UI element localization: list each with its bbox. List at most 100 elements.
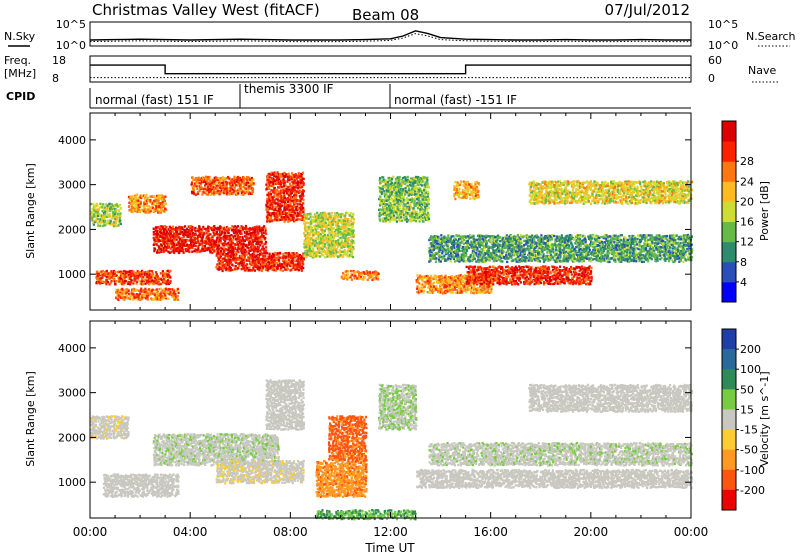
power-cell — [248, 269, 251, 272]
power-cell — [331, 243, 334, 247]
power-cell — [105, 222, 108, 225]
power-cell — [247, 181, 250, 184]
power-cell — [162, 205, 165, 208]
power-cell — [223, 247, 226, 250]
power-cell — [330, 254, 333, 258]
power-cell — [209, 179, 212, 182]
power-cell — [260, 264, 263, 268]
power-cell — [283, 196, 286, 200]
power-cell — [464, 274, 467, 277]
power-cell — [152, 201, 155, 205]
power-cell — [296, 187, 299, 190]
power-cell — [471, 270, 474, 273]
power-cell — [117, 205, 120, 208]
power-cell — [440, 282, 443, 286]
power-cell — [221, 261, 224, 264]
power-cell — [102, 280, 105, 283]
power-cell — [127, 292, 131, 296]
power-cell — [300, 257, 303, 260]
power-cell — [260, 262, 263, 266]
power-cell — [320, 241, 323, 244]
power-cell — [339, 250, 342, 254]
power-cell — [433, 289, 436, 293]
power-cell — [197, 245, 200, 248]
power-cell — [192, 243, 196, 246]
power-cell — [276, 175, 280, 179]
power-cell — [93, 207, 96, 210]
power-cell — [192, 188, 195, 191]
power-cell — [257, 241, 260, 245]
power-cell — [217, 177, 220, 180]
power-cell — [100, 281, 103, 284]
power-cell — [300, 194, 303, 197]
power-cell — [216, 191, 219, 195]
power-cell — [293, 211, 296, 215]
power-cell — [147, 204, 151, 208]
power-cell — [250, 243, 253, 246]
power-cell — [279, 252, 282, 255]
power-cell — [96, 210, 100, 213]
power-cell — [193, 236, 196, 240]
power-cell — [224, 240, 227, 243]
power-cell — [158, 251, 161, 254]
power-cell — [239, 230, 242, 233]
power-cell — [338, 249, 341, 252]
power-cell — [218, 238, 221, 241]
power-cell — [258, 268, 261, 272]
power-cell — [163, 202, 166, 206]
power-cell — [317, 251, 320, 255]
power-cell — [428, 291, 431, 295]
power-cell — [159, 282, 162, 286]
power-cell — [137, 274, 141, 277]
power-cell — [367, 274, 370, 277]
power-cell — [149, 201, 152, 204]
power-cell — [161, 291, 164, 294]
power-cell — [440, 287, 443, 291]
power-cell — [422, 276, 425, 280]
power-cell — [484, 283, 488, 287]
power-cell — [159, 228, 163, 232]
power-cell — [182, 235, 185, 238]
power-cell — [284, 208, 287, 212]
power-cell — [145, 289, 148, 292]
power-cell — [458, 281, 461, 284]
power-cell — [287, 255, 291, 258]
power-cell — [327, 230, 330, 233]
power-cell — [231, 181, 234, 184]
power-cell — [503, 268, 506, 272]
power-cell — [480, 278, 483, 282]
power-cell — [244, 248, 247, 252]
power-cell — [334, 212, 338, 215]
power-cell — [199, 242, 202, 246]
power-cell — [244, 251, 247, 254]
power-cell — [315, 232, 318, 236]
power-cell — [250, 269, 253, 272]
power-cell — [241, 247, 244, 250]
power-cell — [237, 250, 240, 254]
power-cell — [116, 291, 120, 294]
power-cell — [145, 198, 148, 201]
power-cell — [187, 225, 190, 228]
power-cell — [164, 240, 167, 243]
power-cell — [549, 282, 552, 286]
power-cell — [337, 227, 340, 231]
power-cell — [136, 280, 139, 283]
power-cell — [112, 214, 115, 218]
power-cell — [174, 292, 177, 296]
power-cell — [142, 282, 145, 286]
power-cell — [242, 248, 245, 252]
power-cell — [108, 274, 111, 278]
power-cell — [288, 261, 291, 264]
power-cell — [342, 277, 345, 281]
power-cell — [489, 273, 492, 276]
power-cell — [467, 272, 470, 275]
power-cell — [101, 220, 104, 224]
power-cell — [462, 289, 465, 293]
power-cell — [235, 243, 238, 246]
power-cell — [211, 192, 214, 195]
power-cell — [279, 181, 283, 184]
power-cell — [486, 266, 489, 270]
power-cell — [296, 218, 299, 221]
power-cell — [291, 214, 294, 217]
power-cell — [295, 218, 298, 221]
